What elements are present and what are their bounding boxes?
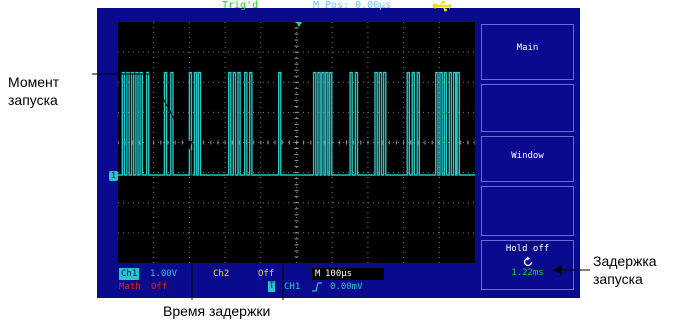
delay-time-callout: Время задержки (163, 303, 271, 319)
trigger-moment-callout: Момент запуска (8, 73, 59, 109)
trigger-status: Trig'd (222, 0, 259, 11)
trigger-position-marker (296, 22, 302, 27)
trigger-level: 0.00mV (330, 282, 363, 292)
channel1-marker-label: 1 (111, 171, 116, 180)
menu-title: Zoom (488, 0, 513, 11)
blank-softkey-2[interactable] (481, 186, 574, 236)
trigger-moment-line2: запуска (8, 92, 58, 108)
ch1-scale: 1.00V (150, 269, 178, 279)
graticule (117, 21, 476, 263)
trigger-source: CH1 (284, 282, 301, 292)
holdoff-value: 1.22ms (511, 268, 544, 278)
ch1-label[interactable]: Ch1 (119, 268, 140, 280)
waveform-display (117, 21, 476, 263)
holdoff-softkey[interactable]: Hold off 1.22ms (481, 240, 574, 290)
main-label: Main (516, 43, 539, 53)
m-pos-readout: M Pos: 0.00µs (313, 0, 392, 11)
ch1-waveform (118, 71, 475, 176)
window-softkey[interactable]: Window (481, 136, 574, 182)
timebase-box[interactable]: M 100µs (312, 268, 384, 280)
holdoff-arrowhead (553, 265, 562, 275)
trigger-moment-leader-diag (149, 73, 189, 146)
rotate-knob-icon (482, 256, 573, 268)
timebase-label: M (315, 269, 321, 279)
timebase-value: 100µs (325, 269, 353, 279)
blank-softkey-1[interactable] (481, 84, 574, 132)
holdoff-label: Hold off (505, 244, 550, 254)
trigger-moment-line1: Момент (8, 74, 60, 90)
holdoff-line2: запуска (593, 271, 643, 287)
holdoff-callout: Задержка запуска (593, 252, 657, 288)
ch2-label[interactable]: Ch2 (213, 269, 230, 279)
math-label[interactable]: Math (119, 282, 141, 292)
trigger-moment-arrowhead (183, 140, 192, 150)
main-softkey[interactable]: Main (481, 24, 574, 80)
ch2-state: Off (258, 269, 275, 279)
holdoff-line1: Задержка (593, 253, 657, 269)
math-state: Off (151, 282, 168, 292)
window-label: Window (511, 151, 544, 161)
channel1-marker[interactable]: 1 (109, 171, 118, 181)
rising-edge-icon (312, 282, 322, 296)
usb-icon (432, 0, 452, 12)
trigger-marker: T (268, 281, 276, 292)
